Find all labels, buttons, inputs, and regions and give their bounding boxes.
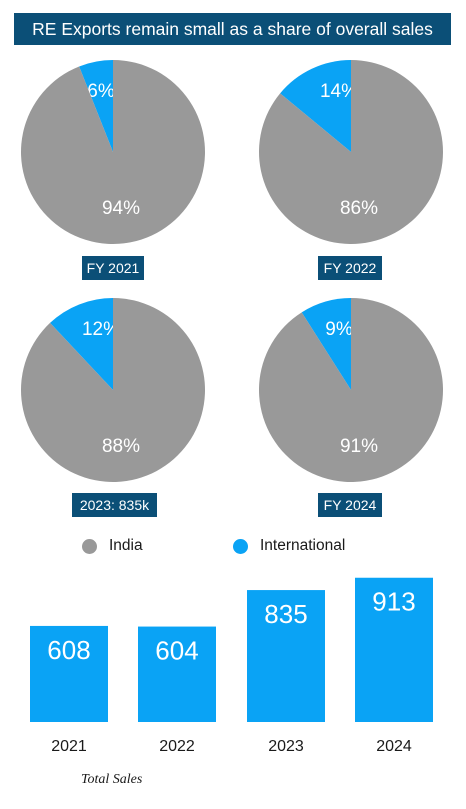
legend-swatch-india bbox=[82, 538, 97, 554]
bar-value-label-2024: 913 bbox=[372, 587, 415, 617]
bar-chart-caption: Total Sales bbox=[81, 772, 143, 787]
bar-category-label-2024: 2024 bbox=[376, 738, 412, 755]
pie-label-fy2022: FY 2022 bbox=[318, 256, 382, 280]
pie-slice-label-international-0: 6% bbox=[87, 81, 115, 102]
bar-chart: 608 2021 604 2022 835 2023 913 2024 bbox=[30, 577, 433, 755]
legend-item-international: International bbox=[233, 535, 345, 557]
bar-value-label-2022: 604 bbox=[155, 636, 198, 666]
pie-slice-india-2 bbox=[20, 298, 205, 483]
pie-slice-label-international-3: 9% bbox=[325, 319, 353, 340]
pie-slice-india-0 bbox=[20, 60, 205, 244]
legend-swatch-international bbox=[233, 538, 248, 554]
pie-slice-label-india-0: 94% bbox=[102, 198, 140, 219]
chart-title: RE Exports remain small as a share of ov… bbox=[14, 13, 451, 45]
bar-category-label-2023: 2023 bbox=[268, 738, 304, 755]
pie-slice-international-3 bbox=[301, 298, 351, 390]
pie-slice-international-0 bbox=[79, 60, 113, 152]
pie-slice-india-1 bbox=[259, 60, 443, 244]
pie-slice-international-2 bbox=[50, 298, 113, 390]
pie-slice-label-india-2: 88% bbox=[102, 436, 140, 457]
pie-slice-label-india-1: 86% bbox=[340, 198, 378, 219]
bar-2023 bbox=[247, 590, 325, 722]
bar-category-label-2022: 2022 bbox=[159, 738, 195, 755]
bar-2022 bbox=[138, 626, 216, 722]
legend-label-international: International bbox=[260, 537, 346, 554]
legend-item-india: India bbox=[82, 535, 143, 557]
pie-label-fy2024: FY 2024 bbox=[318, 493, 382, 517]
pie-slice-label-india-3: 91% bbox=[340, 436, 378, 457]
bar-category-label-2021: 2021 bbox=[51, 738, 87, 755]
bar-2024 bbox=[355, 577, 433, 722]
pie-slice-label-international-1: 14% bbox=[320, 81, 358, 102]
pie-slice-international-1 bbox=[280, 60, 351, 152]
pie-charts: 6% 94% 14% 86% 12% 88% 9% 91% bbox=[20, 60, 443, 483]
pie-label-fy2021: FY 2021 bbox=[82, 256, 144, 280]
legend-label-india: India bbox=[109, 537, 143, 554]
pie-slice-label-international-2: 12% bbox=[82, 319, 120, 340]
bar-value-label-2023: 835 bbox=[264, 599, 307, 629]
pie-slice-india-3 bbox=[258, 298, 443, 482]
pie-label-2023: 2023: 835k bbox=[72, 493, 157, 517]
bar-value-label-2021: 608 bbox=[47, 635, 90, 665]
bar-2021 bbox=[30, 625, 108, 722]
